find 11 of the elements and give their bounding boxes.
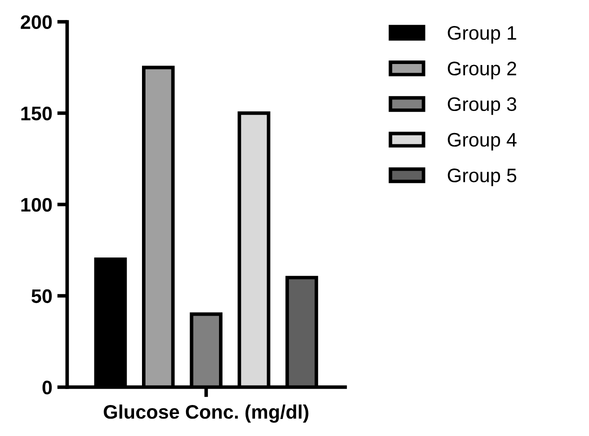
legend-label: Group 2 bbox=[448, 62, 516, 80]
y-tick-label: 0 bbox=[42, 380, 52, 394]
y-tick-label: 150 bbox=[21, 106, 52, 120]
legend-label: Group 5 bbox=[448, 168, 516, 186]
x-axis-title: Glucose Conc. (mg/dl) bbox=[104, 404, 308, 423]
legend-label: Group 3 bbox=[448, 97, 516, 115]
y-tick-label: 100 bbox=[21, 198, 52, 212]
y-tick-label: 50 bbox=[32, 289, 52, 304]
legend-label: Group 4 bbox=[448, 132, 517, 151]
legend-label: Group 1 bbox=[448, 26, 516, 44]
y-tick-label: 200 bbox=[20, 15, 52, 30]
